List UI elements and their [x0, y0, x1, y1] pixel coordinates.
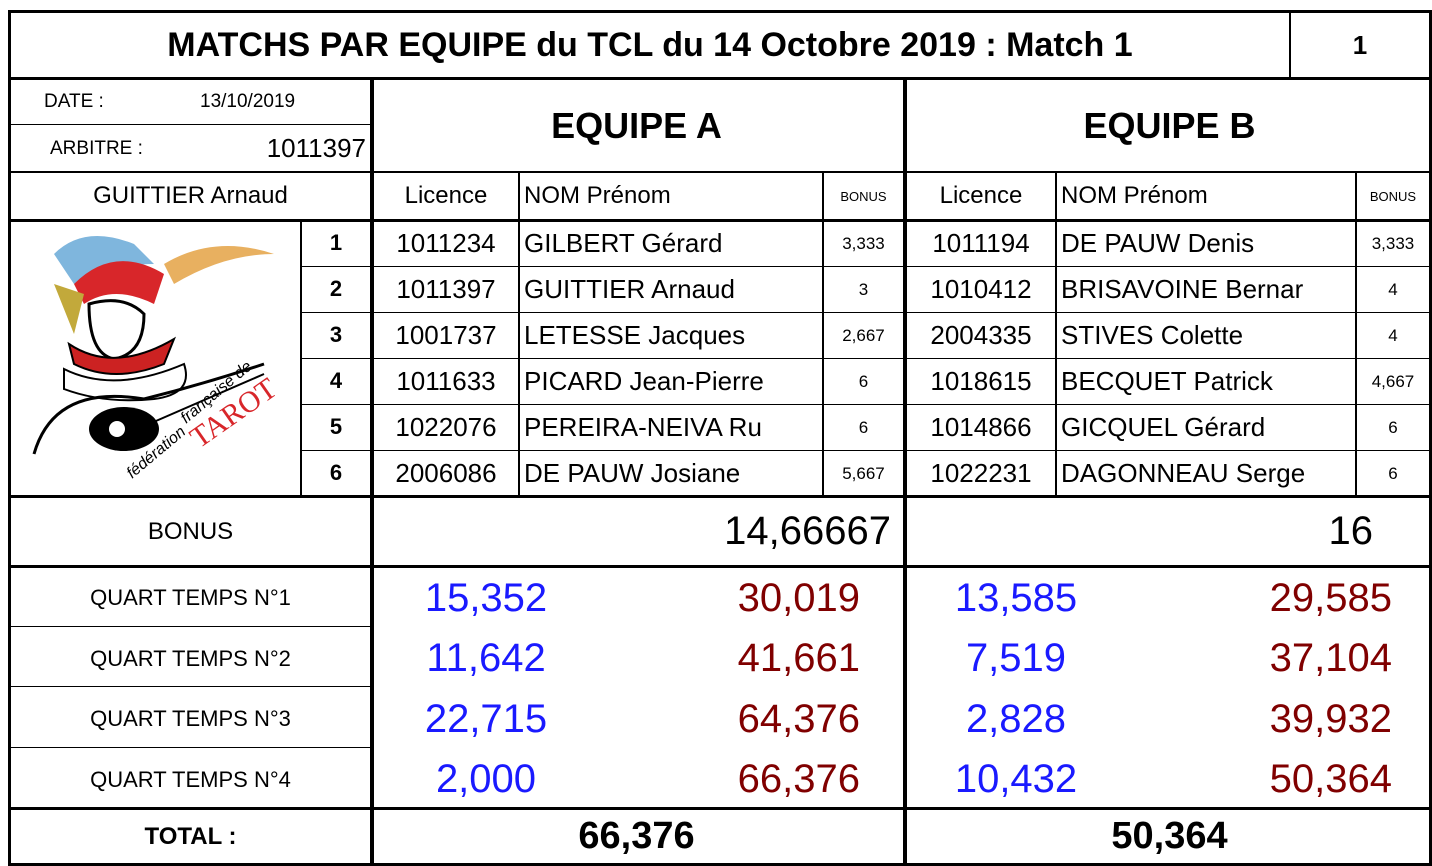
cumulative-score: 66,376	[598, 750, 870, 810]
player-cell: 6	[1357, 405, 1429, 450]
player-cell: 1014866	[907, 405, 1055, 450]
row-number: 3	[302, 312, 370, 358]
logo: fédération française de TAROT	[14, 224, 298, 492]
cumulative-score: 29,585	[1125, 568, 1402, 628]
column-header: Licence	[374, 173, 518, 219]
player-cell: 1022076	[374, 405, 518, 450]
player-cell: BECQUET Patrick	[1057, 359, 1355, 404]
team-total: 50,364	[907, 810, 1432, 863]
column-header: NOM Prénom	[1057, 173, 1355, 219]
match-number: 1	[1291, 13, 1429, 77]
player-cell: PEREIRA-NEIVA Ru	[520, 405, 822, 450]
quarter-score: 11,642	[374, 629, 598, 689]
row-number: 4	[302, 358, 370, 404]
player-cell: 1011194	[907, 221, 1055, 266]
player-cell: DE PAUW Josiane	[520, 451, 822, 496]
row-number: 6	[302, 450, 370, 496]
quarter-score: 7,519	[907, 629, 1125, 689]
team-name: EQUIPE B	[907, 80, 1432, 171]
cumulative-score: 64,376	[598, 689, 870, 749]
row-number: 1	[302, 220, 370, 266]
player-cell: 2006086	[374, 451, 518, 496]
player-cell: 6	[824, 405, 903, 450]
player-cell: STIVES Colette	[1057, 313, 1355, 358]
quarter-label: QUART TEMPS N°2	[11, 629, 370, 689]
referee-licence: 1011397	[200, 126, 370, 171]
cumulative-score: 37,104	[1125, 629, 1402, 689]
quarter-score: 10,432	[907, 750, 1125, 810]
team-total: 66,376	[374, 810, 899, 863]
player-cell: DAGONNEAU Serge	[1057, 451, 1355, 496]
player-cell: BRISAVOINE Bernar	[1057, 267, 1355, 312]
player-cell: DE PAUW Denis	[1057, 221, 1355, 266]
column-header: NOM Prénom	[520, 173, 822, 219]
cumulative-score: 41,661	[598, 629, 870, 689]
player-cell: 1011397	[374, 267, 518, 312]
player-cell: GILBERT Gérard	[520, 221, 822, 266]
cumulative-score: 39,932	[1125, 689, 1402, 749]
player-cell: 1011234	[374, 221, 518, 266]
title: MATCHS PAR EQUIPE du TCL du 14 Octobre 2…	[11, 13, 1289, 77]
row-number: 2	[302, 266, 370, 312]
player-cell: 2,667	[824, 313, 903, 358]
date-label: DATE :	[40, 80, 140, 124]
column-header: Licence	[907, 173, 1055, 219]
player-cell: 1022231	[907, 451, 1055, 496]
bonus-label: BONUS	[11, 498, 370, 565]
player-cell: PICARD Jean-Pierre	[520, 359, 822, 404]
player-cell: 3	[824, 267, 903, 312]
team-name: EQUIPE A	[374, 80, 899, 171]
player-cell: 3,333	[1357, 221, 1429, 266]
player-cell: 4,667	[1357, 359, 1429, 404]
quarter-score: 2,828	[907, 689, 1125, 749]
quarter-score: 2,000	[374, 750, 598, 810]
quarter-label: QUART TEMPS N°4	[11, 750, 370, 810]
player-cell: 3,333	[824, 221, 903, 266]
spreadsheet: fédération française de TAROT MATCHS PAR…	[0, 0, 1432, 866]
player-cell: 6	[1357, 451, 1429, 496]
player-cell: 6	[824, 359, 903, 404]
player-cell: 2004335	[907, 313, 1055, 358]
referee-name: GUITTIER Arnaud	[11, 173, 370, 219]
quarter-label: QUART TEMPS N°3	[11, 689, 370, 749]
player-cell: LETESSE Jacques	[520, 313, 822, 358]
row-number: 5	[302, 404, 370, 450]
player-cell: 1018615	[907, 359, 1055, 404]
cumulative-score: 30,019	[598, 568, 870, 628]
player-cell: 4	[1357, 313, 1429, 358]
player-cell: GUITTIER Arnaud	[520, 267, 822, 312]
cumulative-score: 50,364	[1125, 750, 1402, 810]
player-cell: 1010412	[907, 267, 1055, 312]
bonus-total: 14,66667	[374, 498, 903, 565]
quarter-label: QUART TEMPS N°1	[11, 568, 370, 628]
date: 13/10/2019	[150, 80, 370, 124]
column-header: BONUS	[824, 173, 903, 219]
quarter-score: 13,585	[907, 568, 1125, 628]
player-cell: GICQUEL Gérard	[1057, 405, 1355, 450]
bonus-total: 16	[907, 498, 1385, 565]
grid-line	[8, 124, 372, 125]
player-cell: 1001737	[374, 313, 518, 358]
player-cell: 4	[1357, 267, 1429, 312]
referee-label: ARBITRE :	[40, 126, 180, 171]
player-cell: 1011633	[374, 359, 518, 404]
total-label: TOTAL :	[11, 810, 370, 863]
column-header: BONUS	[1357, 173, 1429, 219]
quarter-score: 15,352	[374, 568, 598, 628]
quarter-score: 22,715	[374, 689, 598, 749]
player-cell: 5,667	[824, 451, 903, 496]
